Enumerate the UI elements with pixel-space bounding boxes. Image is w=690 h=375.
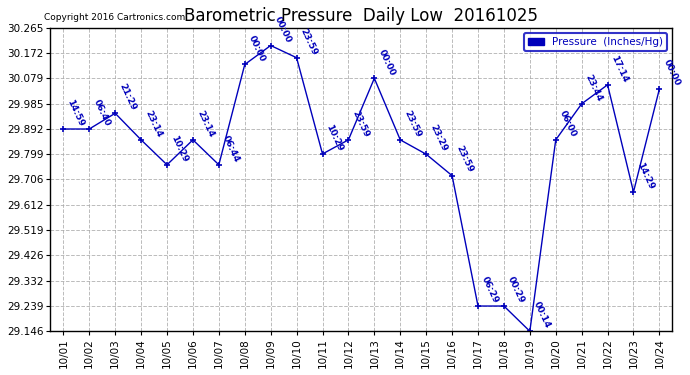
Text: 00:00: 00:00 [247,34,267,63]
Text: 00:00: 00:00 [662,58,682,88]
Legend: Pressure  (Inches/Hg): Pressure (Inches/Hg) [524,33,667,51]
Text: 10:29: 10:29 [324,123,345,153]
Text: Copyright 2016 Cartronics.com: Copyright 2016 Cartronics.com [44,13,186,22]
Text: 06:44: 06:44 [221,134,242,164]
Text: 06:40: 06:40 [91,98,112,128]
Text: 00:00: 00:00 [273,15,293,44]
Text: 17:14: 17:14 [610,54,630,84]
Text: 23:59: 23:59 [299,27,319,57]
Text: 23:29: 23:29 [428,123,448,153]
Text: 06:00: 06:00 [558,109,578,139]
Text: 23:59: 23:59 [454,144,475,174]
Text: 14:59: 14:59 [66,98,86,128]
Text: 00:00: 00:00 [377,48,397,77]
Text: 23:14: 23:14 [195,109,215,139]
Text: 21:29: 21:29 [117,82,137,112]
Text: 23:59: 23:59 [351,109,371,139]
Text: 06:29: 06:29 [480,275,500,305]
Text: 00:29: 00:29 [506,275,526,305]
Text: 00:14: 00:14 [532,300,552,330]
Text: 23:14: 23:14 [143,109,164,139]
Text: 23:59: 23:59 [402,109,423,139]
Text: 23:44: 23:44 [584,73,604,102]
Text: 10:29: 10:29 [169,134,189,164]
Text: 14:29: 14:29 [635,160,656,190]
Title: Barometric Pressure  Daily Low  20161025: Barometric Pressure Daily Low 20161025 [184,7,538,25]
